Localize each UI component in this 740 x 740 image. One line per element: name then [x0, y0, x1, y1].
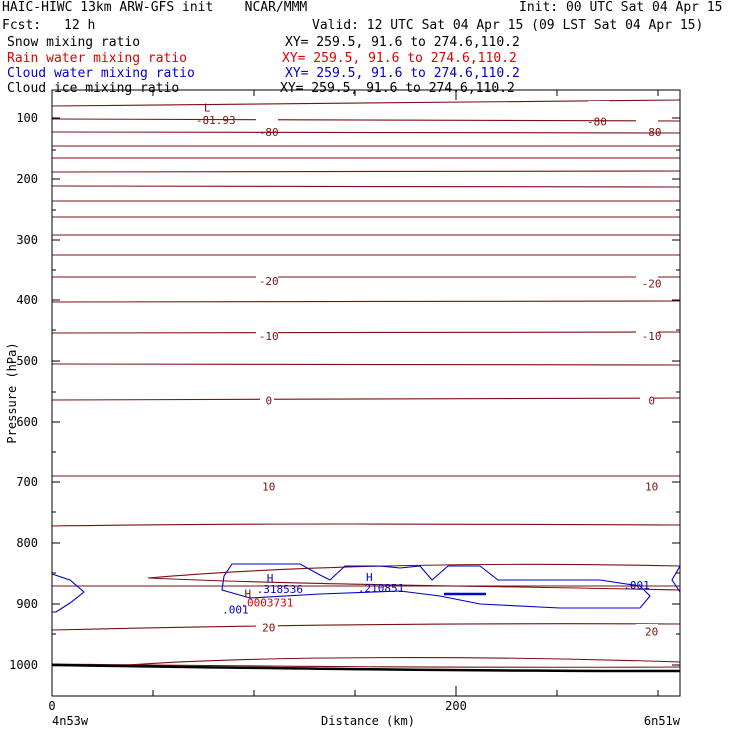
temperature-label: -20 — [642, 277, 662, 290]
contour-annotation: .001 — [222, 604, 249, 617]
temperature-label: -10 — [259, 330, 279, 343]
contour-annotation: .318536 — [257, 583, 303, 596]
y-tick-label: 700 — [16, 475, 38, 489]
field-snow-xy: XY= 259.5, 91.6 to 274.6,110.2 — [285, 35, 520, 50]
forecast-label: Fcst: — [2, 18, 42, 33]
field-cloud-ice-name: Cloud ice mixing ratio — [7, 81, 180, 96]
temperature-label: 20 — [645, 626, 658, 639]
field-cloud-water-name: Cloud water mixing ratio — [7, 66, 195, 81]
left-endpoint-label: 4n53w — [52, 714, 89, 728]
right-endpoint-label: 6n51w — [644, 714, 681, 728]
contour-annotation: L — [204, 102, 211, 115]
temperature-label: -80 — [642, 126, 662, 139]
field-cloud-ice-xy: XY= 259.5, 91.6 to 274.6,110.2 — [280, 81, 515, 96]
temperature-label: 10 — [645, 480, 658, 493]
x-tick-label: 0 — [48, 699, 55, 713]
field-rain-xy: XY= 259.5, 91.6 to 274.6,110.2 — [282, 51, 517, 66]
x-tick-label: 200 — [445, 699, 467, 713]
y-tick-label: 1000 — [9, 658, 38, 672]
temperature-label: 10 — [262, 480, 275, 493]
y-tick-label: 500 — [16, 354, 38, 368]
temperature-label: 0 — [648, 395, 655, 408]
forecast-hour: 12 h — [64, 18, 96, 33]
temperature-label: 0 — [265, 395, 272, 408]
contour-label-backgrounds — [256, 101, 658, 636]
temperature-label: -80 — [587, 116, 607, 129]
contour-annotation: -81.93 — [196, 114, 236, 127]
cloud-water-contour — [51, 563, 681, 613]
x-axis-label: Distance (km) — [321, 714, 415, 728]
contour-annotation: H — [267, 572, 274, 585]
y-axis-label: Pressure (hPa) — [5, 342, 19, 443]
temperature-labels: -80 -80 -80 -20 -20 -10 -10 0 0 10 10 20 20 — [259, 116, 662, 639]
temperature-label: -80 — [259, 126, 279, 139]
y-tick-label: 100 — [16, 111, 38, 125]
y-tick-label: 800 — [16, 536, 38, 550]
temperature-label: 20 — [262, 621, 275, 634]
contour-annotation: .210851 — [358, 582, 404, 595]
contour-annotation: H — [366, 571, 373, 584]
field-rain-name: Rain water mixing ratio — [7, 51, 188, 66]
axis-ticks — [52, 90, 680, 696]
temperature-label: -10 — [642, 330, 662, 343]
field-cloud-water-xy: XY= 259.5, 91.6 to 274.6,110.2 — [285, 66, 520, 81]
plot-frame — [51, 89, 681, 697]
y-tick-label: 600 — [16, 415, 38, 429]
init-time: Init: 00 UTC Sat 04 Apr 15 — [519, 0, 723, 15]
contour-annotation: .001 — [623, 579, 650, 592]
y-tick-labels: 100 200 300 400 500 600 700 800 900 1000 — [9, 111, 38, 672]
temperature-contours — [51, 99, 681, 668]
temperature-label: -20 — [259, 275, 279, 288]
field-snow-name: Snow mixing ratio — [7, 35, 141, 50]
terrain-line — [51, 663, 681, 673]
contour-annotation: .0003731 — [240, 596, 293, 609]
y-tick-label: 900 — [16, 597, 38, 611]
chart-title: HAIC-HIWC 13km ARW-GFS init NCAR/MMM — [2, 0, 308, 15]
y-tick-label: 300 — [16, 233, 38, 247]
y-tick-label: 200 — [16, 172, 38, 186]
contour-annotation: H — [244, 587, 251, 600]
valid-time: Valid: 12 UTC Sat 04 Apr 15 (09 LST Sat … — [312, 18, 704, 33]
y-tick-label: 400 — [16, 293, 38, 307]
